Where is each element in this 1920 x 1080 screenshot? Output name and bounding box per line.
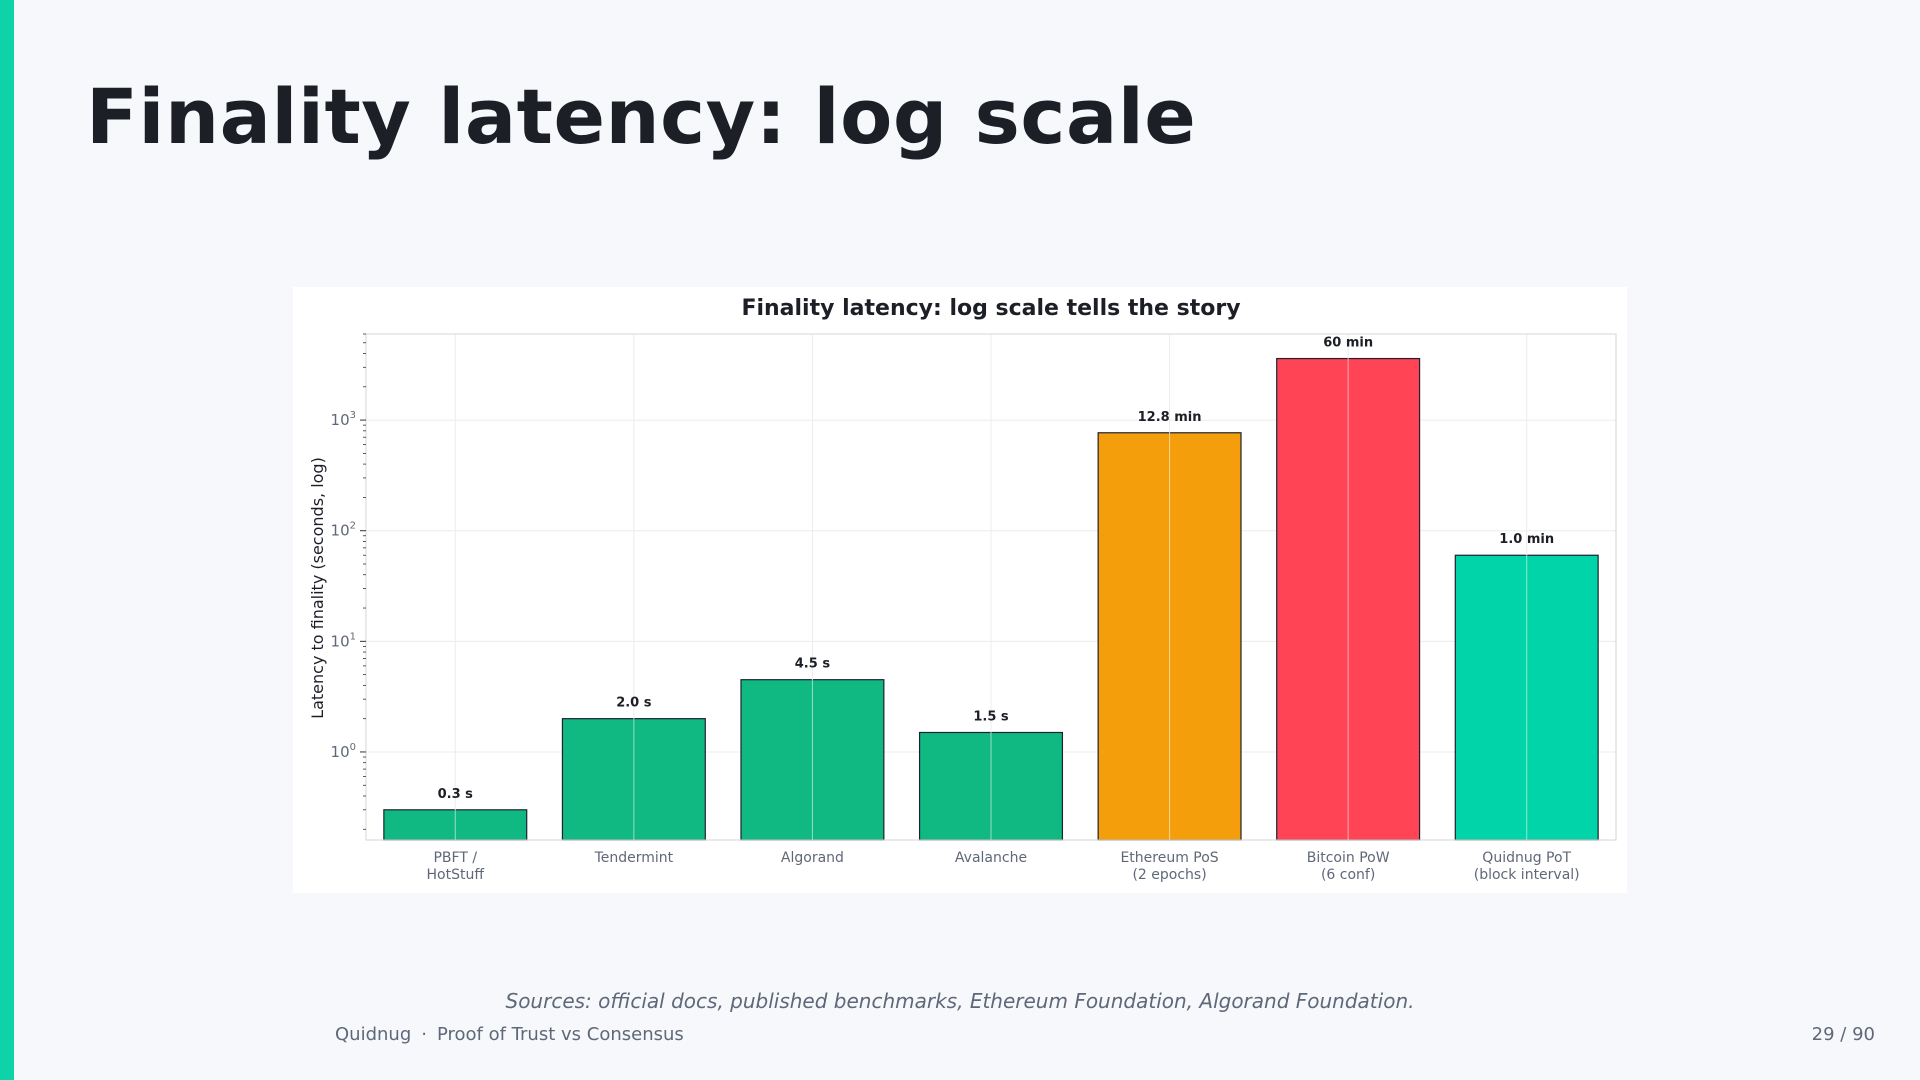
value-label: 1.5 s	[973, 709, 1009, 724]
sources-caption: Sources: official docs, published benchm…	[505, 989, 1415, 1013]
y-tick-label: 100	[331, 742, 356, 761]
footer-deck-info: Quidnug · Proof of Trust vs Consensus	[335, 1024, 684, 1045]
x-tick-label: Ethereum PoS (2 epochs)	[1120, 850, 1218, 883]
x-tick-label: Bitcoin PoW (6 conf)	[1307, 850, 1390, 883]
x-tick-label: Tendermint	[594, 850, 674, 866]
value-label: 60 min	[1323, 336, 1373, 351]
footer-separator: ·	[421, 1024, 427, 1045]
value-label: 4.5 s	[795, 657, 831, 672]
slide-title: Finality latency: log scale	[86, 72, 1197, 161]
footer-deck-title: Proof of Trust vs Consensus	[436, 1024, 684, 1045]
x-tick-label: Quidnug PoT (block interval)	[1474, 850, 1580, 883]
y-axis-label: Latency to finality (seconds, log)	[308, 457, 327, 719]
bar-chart: Finality latency: log scale tells the st…	[308, 296, 1617, 883]
footer-brand: Quidnug	[335, 1024, 412, 1045]
chart-title: Finality latency: log scale tells the st…	[741, 296, 1240, 321]
y-tick-label: 101	[331, 631, 356, 650]
value-label: 1.0 min	[1499, 532, 1554, 547]
plot-frame	[365, 333, 1617, 841]
value-label: 2.0 s	[616, 696, 652, 711]
plot-area: 0.3 s 2.0 s 4.5 s 1.5 s 12.8 min 60 min 1.0 mi…	[331, 333, 1617, 883]
accent-bar	[0, 0, 14, 1080]
x-tick-label: Algorand	[781, 850, 844, 866]
y-tick-label: 103	[331, 410, 356, 429]
value-label: 12.8 min	[1138, 410, 1202, 425]
page-number: 29 / 90	[1811, 1024, 1875, 1045]
value-label: 0.3 s	[438, 787, 474, 802]
y-tick-label: 102	[331, 521, 356, 540]
chart-figure: Finality latency: log scale tells the st…	[293, 287, 1627, 893]
x-tick-label: Avalanche	[955, 850, 1027, 866]
x-tick-label: PBFT / HotStuff	[427, 850, 485, 883]
